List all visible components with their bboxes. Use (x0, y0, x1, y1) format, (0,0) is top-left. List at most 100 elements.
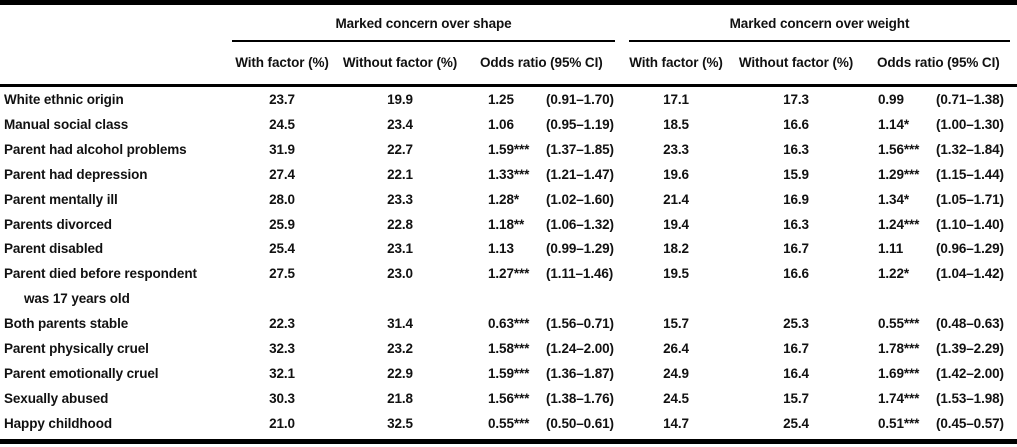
row-label-line1: Parent had depression (4, 166, 148, 182)
row-label: Both parents stable (0, 312, 232, 337)
row-label-line1: Parent emotionally cruel (4, 365, 159, 381)
weight-odds-ratio-number: 0.51*** (878, 415, 920, 431)
shape-confidence-interval: (1.06–1.32) (546, 216, 614, 232)
row-label-line1: Parent mentally ill (4, 191, 118, 207)
weight-confidence-interval: (1.42–2.00) (936, 365, 1004, 381)
group-header-shape: Marked concern over shape (232, 5, 615, 42)
shape-with-factor-value: 27.5 (269, 266, 295, 282)
row-label: Happy childhood (0, 412, 232, 437)
shape-without-factor-value: 31.4 (387, 316, 413, 332)
column-header-row: With factor (%) Without factor (%) Odds … (0, 42, 1017, 84)
top-rule (0, 0, 1017, 5)
row-label-line1: Parent physically cruel (4, 341, 149, 357)
weight-without-factor-value: 25.3 (783, 316, 809, 332)
weight-odds-ratio-number: 1.14* (878, 116, 910, 132)
weight-odds-ratio-value: 1.78*** (1.39–2.29) (860, 337, 1017, 362)
weight-with-factor-value: 18.2 (663, 241, 689, 257)
weight-with-factor-value: 24.9 (663, 365, 689, 381)
shape-confidence-interval: (0.50–0.61) (546, 415, 614, 431)
shape-without-factor-value: 23.0 (387, 266, 413, 282)
weight-confidence-interval: (1.10–1.40) (936, 216, 1004, 232)
shape-odds-ratio-number: 1.25 (488, 92, 514, 107)
shape-without-factor-value: 22.9 (387, 365, 413, 381)
weight-odds-ratio-value: 0.99 (0.71–1.38) (860, 88, 1017, 113)
table-row: Parent died before respondent was 17 year… (0, 262, 1017, 312)
shape-odds-ratio-value: 1.33*** (1.21–1.47) (468, 163, 620, 188)
table-row: Parent had depression 27.4 22.1 1.33*** (1.2… (0, 163, 1017, 188)
weight-odds-ratio-value: 1.22* (1.04–1.42) (860, 262, 1017, 287)
shape-odds-ratio-value: 1.28* (1.02–1.60) (468, 188, 620, 213)
shape-without-factor-value: 19.9 (387, 92, 413, 107)
weight-confidence-interval: (1.04–1.42) (936, 266, 1004, 282)
table-row: Parent disabled 25.4 23.1 1.13 (0.99–1.29) 18… (0, 237, 1017, 262)
shape-confidence-interval: (1.02–1.60) (546, 191, 614, 207)
header-rule (0, 84, 1017, 87)
shape-with-factor-value: 23.7 (269, 92, 295, 107)
table-row: Parents divorced 25.9 22.8 1.18** (1.06–1.32… (0, 213, 1017, 238)
row-label: Parent died before respondent was 17 year… (0, 262, 232, 312)
weight-with-factor-value: 19.5 (663, 266, 689, 282)
weight-with-factor-value: 26.4 (663, 341, 689, 357)
shape-with-factor-value: 22.3 (269, 316, 295, 332)
row-label: Parents divorced (0, 213, 232, 238)
weight-with-factor-value: 19.6 (663, 166, 689, 182)
weight-confidence-interval: (1.32–1.84) (936, 141, 1004, 157)
weight-with-factor-value: 21.4 (663, 191, 689, 207)
weight-odds-ratio-number: 1.24*** (878, 216, 920, 232)
weight-with-factor-value: 24.5 (663, 390, 689, 406)
shape-with-factor-value: 32.3 (269, 341, 295, 357)
shape-odds-ratio-value: 1.18** (1.06–1.32) (468, 213, 620, 238)
shape-odds-ratio-value: 0.63*** (1.56–0.71) (468, 312, 620, 337)
shape-odds-ratio-number: 1.59*** (488, 141, 530, 157)
weight-without-factor-value: 16.9 (783, 191, 809, 207)
weight-without-factor-value: 16.4 (783, 365, 809, 381)
shape-odds-ratio-value: 1.58*** (1.24–2.00) (468, 337, 620, 362)
column-header-weight-with-factor: With factor (%) (629, 54, 723, 70)
shape-odds-ratio-number: 1.28* (488, 191, 520, 207)
shape-confidence-interval: (1.37–1.85) (546, 141, 614, 157)
row-label-line2: was 17 years old (24, 291, 130, 307)
row-label: Parent had depression (0, 163, 232, 188)
table-row: Manual social class 24.5 23.4 1.06 (0.95–1.1… (0, 113, 1017, 138)
shape-odds-ratio-value: 1.56*** (1.38–1.76) (468, 387, 620, 412)
weight-odds-ratio-value: 1.11 (0.96–1.29) (860, 237, 1017, 262)
shape-odds-ratio-number: 1.18** (488, 216, 525, 232)
column-header-shape-odds-ratio: Odds ratio (95% CI) (480, 54, 603, 70)
weight-confidence-interval: (0.96–1.29) (936, 241, 1004, 257)
shape-confidence-interval: (0.99–1.29) (546, 241, 614, 257)
shape-odds-ratio-value: 1.06 (0.95–1.19) (468, 113, 620, 138)
weight-confidence-interval: (1.00–1.30) (936, 116, 1004, 132)
weight-odds-ratio-value: 1.34* (1.05–1.71) (860, 188, 1017, 213)
table-row: Happy childhood 21.0 32.5 0.55*** (0.50–0.61… (0, 412, 1017, 437)
shape-odds-ratio-value: 1.27*** (1.11–1.46) (468, 262, 620, 287)
row-label: Manual social class (0, 113, 232, 138)
shape-without-factor-value: 22.7 (387, 141, 413, 157)
shape-confidence-interval: (1.56–0.71) (546, 316, 614, 332)
row-label: Parent emotionally cruel (0, 362, 232, 387)
weight-odds-ratio-number: 1.74*** (878, 390, 920, 406)
weight-confidence-interval: (0.45–0.57) (936, 415, 1004, 431)
shape-with-factor-value: 24.5 (269, 116, 295, 132)
table-row: Parent mentally ill 28.0 23.3 1.28* (1.02–1.… (0, 188, 1017, 213)
weight-with-factor-value: 15.7 (663, 316, 689, 332)
shape-confidence-interval: (1.24–2.00) (546, 341, 614, 357)
column-header-weight-odds-ratio: Odds ratio (95% CI) (877, 54, 1000, 70)
shape-without-factor-value: 23.3 (387, 191, 413, 207)
weight-odds-ratio-value: 1.29*** (1.15–1.44) (860, 163, 1017, 188)
shape-confidence-interval: (1.36–1.87) (546, 365, 614, 381)
weight-with-factor-value: 23.3 (663, 141, 689, 157)
weight-with-factor-value: 19.4 (663, 216, 689, 232)
weight-confidence-interval: (1.15–1.44) (936, 166, 1004, 182)
weight-without-factor-value: 16.7 (783, 341, 809, 357)
row-label: Parent mentally ill (0, 188, 232, 213)
shape-odds-ratio-value: 0.55*** (0.50–0.61) (468, 412, 620, 437)
shape-with-factor-value: 21.0 (269, 415, 295, 431)
row-label: Sexually abused (0, 387, 232, 412)
row-label-line1: Parents divorced (4, 216, 112, 232)
weight-with-factor-value: 18.5 (663, 116, 689, 132)
group-header-weight: Marked concern over weight (629, 5, 1010, 42)
shape-without-factor-value: 21.8 (387, 390, 413, 406)
weight-odds-ratio-number: 1.34* (878, 191, 910, 207)
shape-with-factor-value: 30.3 (269, 390, 295, 406)
